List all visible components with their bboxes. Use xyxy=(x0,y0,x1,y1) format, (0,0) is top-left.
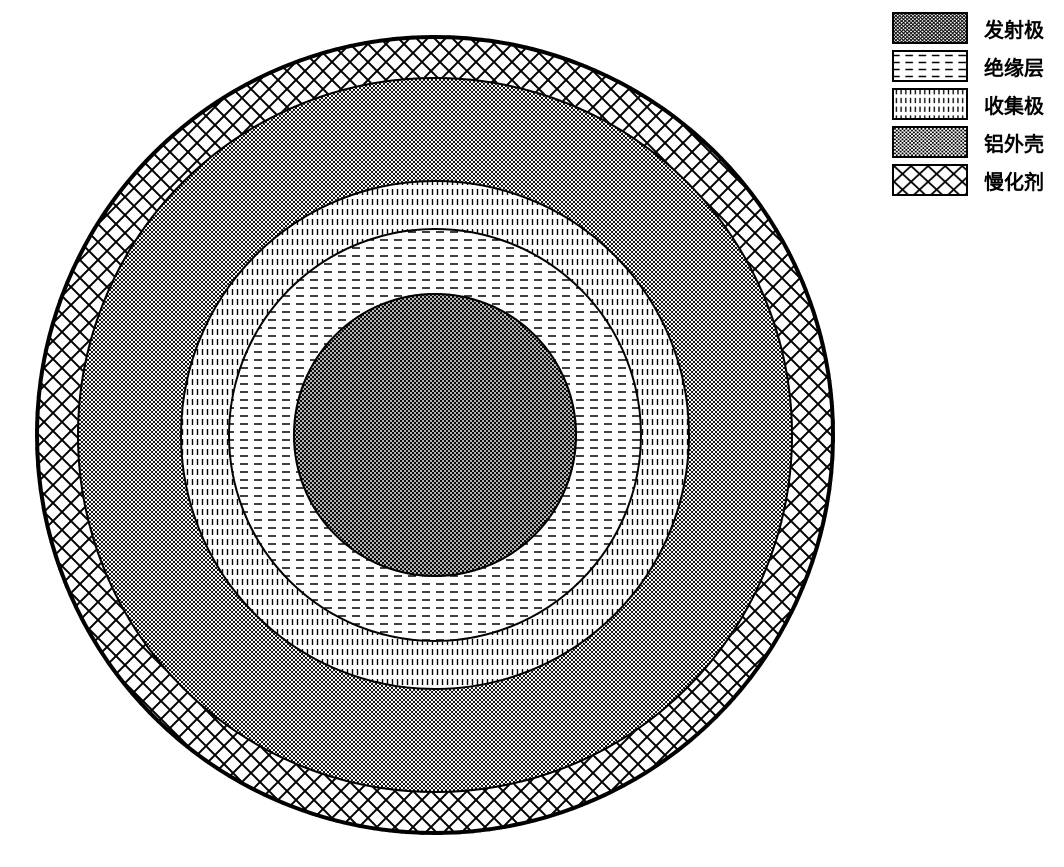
legend-label-insulation: 绝缘层 xyxy=(984,52,1044,81)
legend-label-collector: 收集极 xyxy=(984,90,1044,119)
legend-swatch-insulation xyxy=(892,50,968,82)
legend-label-emitter: 发射极 xyxy=(984,14,1044,43)
legend-swatch-emitter xyxy=(892,12,968,44)
legend-label-al-shell: 铝外壳 xyxy=(984,128,1044,157)
legend-item-moderator: 慢化剂 xyxy=(892,164,1044,196)
legend: 发射极 绝缘层 收集极 铝外壳 慢化剂 xyxy=(892,12,1044,196)
legend-item-collector: 收集极 xyxy=(892,88,1044,120)
ring-emitter-border xyxy=(293,293,577,577)
legend-swatch-moderator xyxy=(892,164,968,196)
legend-item-al-shell: 铝外壳 xyxy=(892,126,1044,158)
legend-swatch-collector xyxy=(892,88,968,120)
legend-swatch-al-shell xyxy=(892,126,968,158)
legend-item-insulation: 绝缘层 xyxy=(892,50,1044,82)
legend-item-emitter: 发射极 xyxy=(892,12,1044,44)
concentric-diagram xyxy=(25,20,845,840)
legend-label-moderator: 慢化剂 xyxy=(984,166,1044,195)
